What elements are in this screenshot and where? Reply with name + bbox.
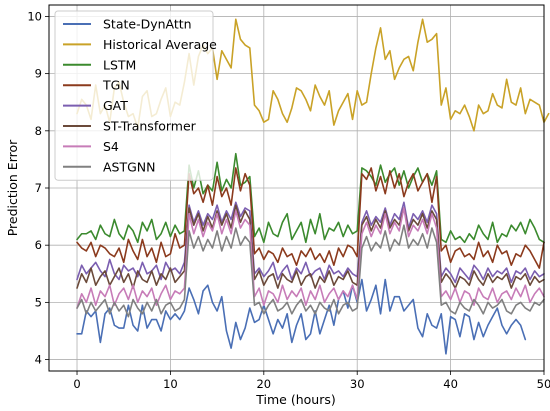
- series-line-st-transformer: [76, 204, 545, 289]
- series-line-astgnn: [76, 224, 545, 318]
- y-tick-label: 9: [35, 67, 42, 81]
- x-tick-label: 0: [73, 377, 80, 391]
- y-tick-label: 10: [27, 9, 42, 23]
- series-line-tgn: [76, 167, 545, 269]
- legend-label: LSTM: [103, 57, 136, 72]
- legend-label: TGN: [102, 78, 130, 93]
- y-tick-label: 8: [35, 124, 42, 138]
- y-axis-label: Prediction Error: [5, 139, 20, 236]
- x-axis-label: Time (hours): [255, 392, 335, 407]
- legend-label: Historical Average: [103, 37, 217, 52]
- y-tick-label: 4: [35, 353, 42, 367]
- y-tick-label: 5: [35, 295, 42, 309]
- x-tick-label: 40: [443, 377, 458, 391]
- x-tick-label: 10: [163, 377, 178, 391]
- y-tick-label: 7: [35, 181, 42, 195]
- ticks: 0 10 20 30 40 50 4 5 6 7 8 9 10: [27, 9, 550, 391]
- legend-label: GAT: [103, 98, 128, 113]
- y-tick-label: 6: [35, 238, 42, 252]
- series-line-state-dynattn: [76, 278, 527, 355]
- x-tick-label: 50: [537, 377, 550, 391]
- x-tick-label: 30: [350, 377, 365, 391]
- legend-label: ASTGNN: [103, 159, 156, 174]
- x-tick-label: 20: [256, 377, 271, 391]
- legend-label: State-DynAttn: [103, 17, 192, 32]
- series-line-gat: [76, 201, 545, 284]
- legend-box: [54, 10, 214, 181]
- series-line-s4: [76, 207, 545, 309]
- series-line-lstm: [76, 152, 545, 244]
- legend-label: S4: [103, 139, 119, 154]
- legend-label: ST-Transformer: [103, 119, 197, 134]
- legend: State-DynAttn Historical Average LSTM TGN GA…: [54, 10, 217, 181]
